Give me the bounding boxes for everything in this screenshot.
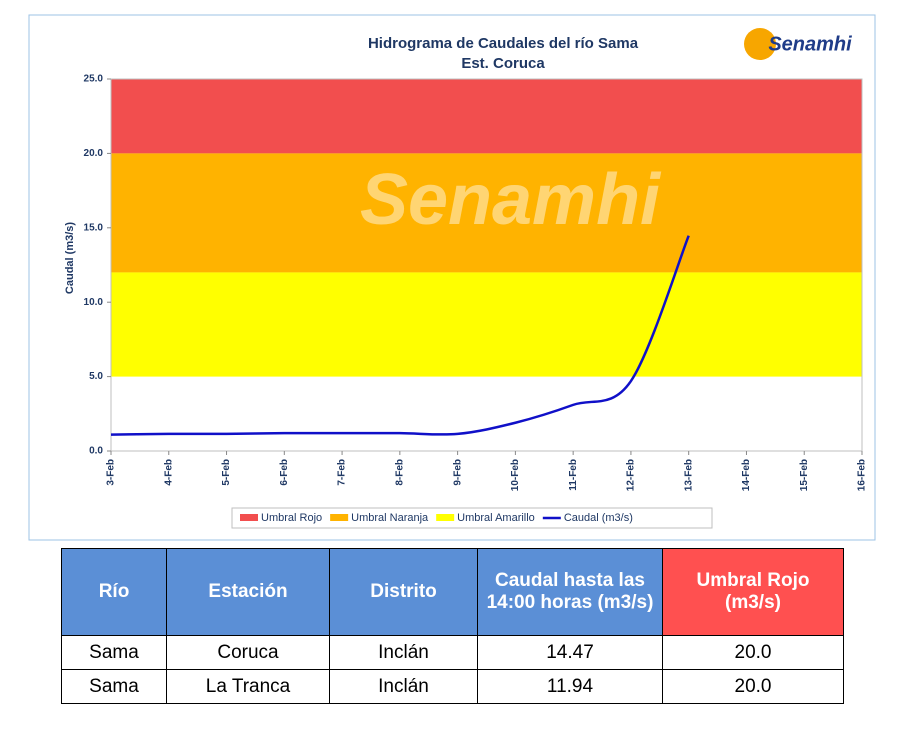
header-cell: Distrito (329, 548, 478, 636)
plot-border (110, 78, 863, 452)
logo-sun (744, 28, 776, 60)
table-row: Sama Coruca Inclán 14.47 20.0 (61, 635, 844, 670)
x-tick-label: 13-Feb (683, 459, 694, 491)
x-tick-label: 6-Feb (279, 459, 290, 486)
table-cell: 20.0 (662, 669, 844, 704)
legend-label: Caudal (m3/s) (564, 512, 633, 524)
header-cell: Río (61, 548, 167, 636)
header-cell: Umbral Rojo (m3/s) (662, 548, 844, 636)
x-tick-label: 5-Feb (221, 459, 232, 486)
table-cell: Sama (61, 669, 167, 704)
table-cell: La Tranca (166, 669, 330, 704)
y-tick-label: 15.0 (84, 222, 104, 233)
legend-label: Umbral Rojo (261, 512, 322, 524)
table-cell: Inclán (329, 669, 478, 704)
x-tick-label: 16-Feb (857, 459, 868, 491)
legend-swatch (240, 514, 258, 521)
table-cell: 14.47 (477, 635, 663, 670)
y-tick-label: 5.0 (89, 371, 103, 382)
chart-subtitle: Est. Coruca (461, 55, 545, 72)
table-cell: Sama (61, 635, 167, 670)
x-tick-label: 4-Feb (163, 459, 174, 486)
legend-frame (231, 507, 713, 529)
y-tick-label: 10.0 (84, 297, 104, 308)
table-cell: Inclán (329, 635, 478, 670)
threshold-band (111, 153, 862, 273)
watermark: Senamhi (360, 160, 662, 240)
legend-label: Umbral Naranja (351, 512, 429, 524)
chart: Hidrograma de Caudales del río Sama Est.… (28, 14, 876, 541)
x-tick-label: 3-Feb (106, 459, 117, 486)
table-cell: Coruca (166, 635, 330, 670)
x-tick-label: 15-Feb (799, 459, 810, 491)
y-tick-label: 0.0 (89, 446, 103, 457)
x-tick-label: 8-Feb (394, 459, 405, 486)
threshold-band (111, 79, 862, 154)
legend-label: Umbral Amarillo (457, 512, 535, 524)
line-series (110, 235, 690, 436)
y-axis-label: Caudal (m3/s) (64, 222, 76, 294)
logo: Senamhi (768, 33, 852, 55)
header-row: Río Estación Distrito Caudal hasta las 14:0… (61, 548, 844, 636)
table: Río Estación Distrito Caudal hasta las 14:0… (61, 548, 844, 704)
x-tick-label: 11-Feb (568, 459, 579, 491)
y-tick-label: 20.0 (84, 148, 104, 159)
table-row: Sama La Tranca Inclán 11.94 20.0 (61, 669, 844, 704)
x-tick-label: 14-Feb (741, 459, 752, 491)
x-tick-label: 12-Feb (626, 459, 637, 491)
header-cell: Caudal hasta las 14:00 horas (m3/s) (477, 548, 663, 636)
legend-swatch (330, 514, 349, 521)
header-cell: Estación (166, 548, 330, 636)
y-tick-label: 25.0 (84, 74, 104, 85)
table-cell: 11.94 (477, 669, 663, 704)
legend-swatch (436, 514, 455, 521)
x-tick-label: 9-Feb (452, 459, 463, 486)
x-tick-label: 10-Feb (510, 459, 521, 491)
table-cell: 20.0 (662, 635, 844, 670)
threshold-band (111, 272, 862, 377)
chart-title: Hidrograma de Caudales del río Sama (368, 35, 639, 52)
x-tick-label: 7-Feb (337, 459, 348, 486)
